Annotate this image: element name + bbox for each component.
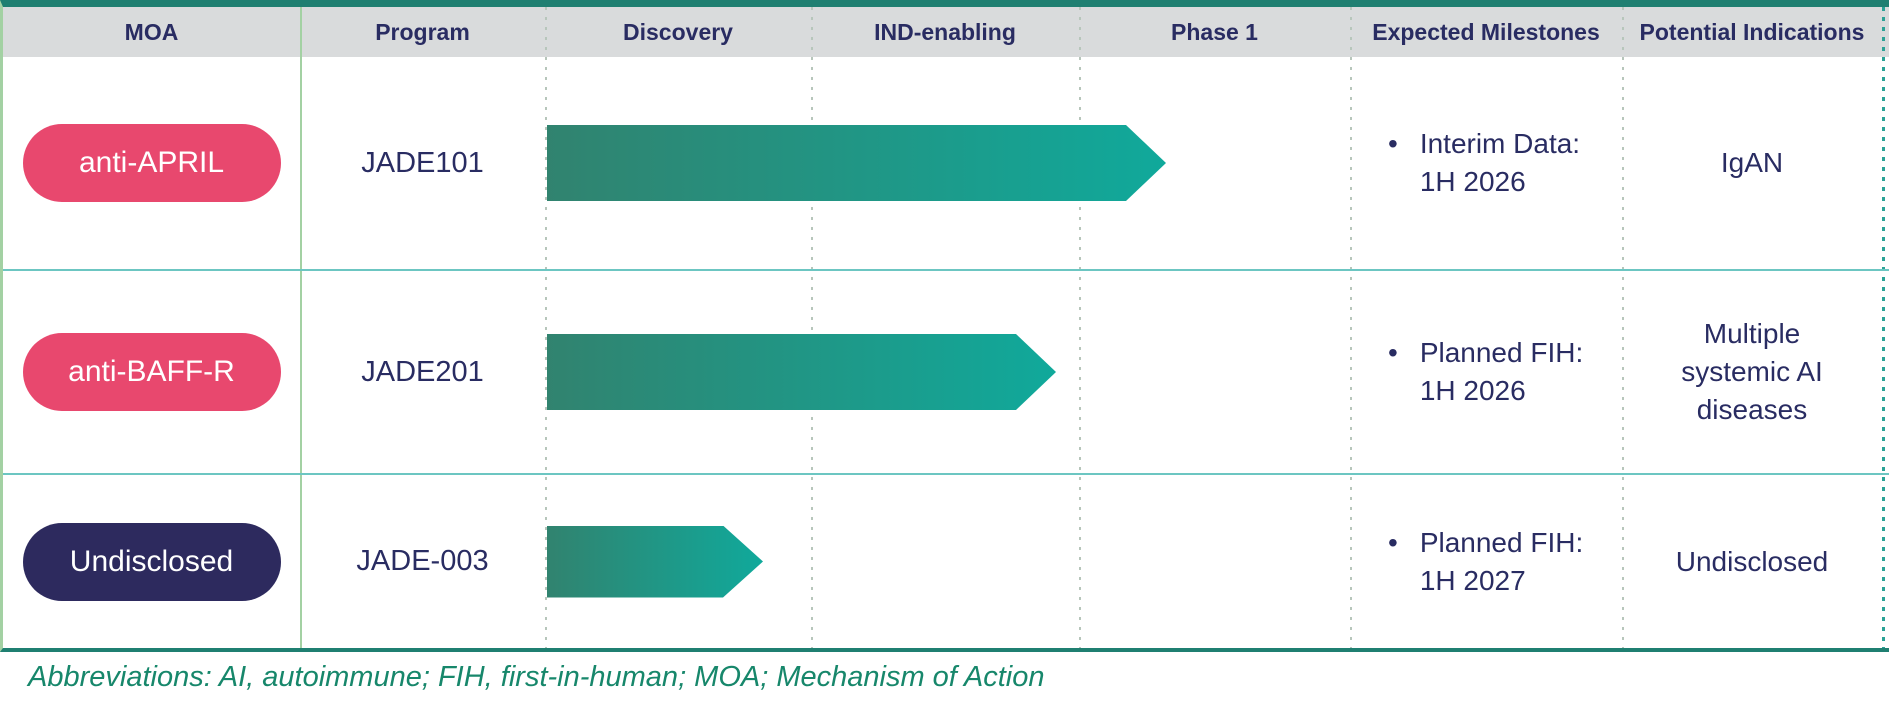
- program-name: JADE101: [361, 146, 484, 179]
- moa-pill: anti-BAFF-R: [22, 333, 281, 411]
- indication-cell: Multiple systemic AI diseases: [1622, 271, 1882, 473]
- program-cell: JADE-003: [300, 475, 545, 648]
- program-cell: JADE101: [300, 57, 545, 269]
- milestone-item: • Planned FIH: 1H 2027: [1388, 524, 1583, 600]
- indication-text: Multiple systemic AI diseases: [1681, 318, 1823, 425]
- indication-cell: Undisclosed: [1622, 475, 1882, 648]
- program-name: JADE-003: [356, 545, 489, 577]
- column-divider-dotted: [811, 7, 813, 648]
- indication-text: Undisclosed: [1675, 545, 1829, 577]
- phase-progress-arrow: [547, 125, 1166, 201]
- milestone-text: Planned FIH: 1H 2026: [1419, 337, 1584, 406]
- moa-cell: Undisclosed: [3, 475, 300, 648]
- milestone-item: • Interim Data: 1H 2026: [1388, 125, 1580, 201]
- column-divider-solid: [300, 7, 302, 648]
- column-header-expected-milestones: Expected Milestones: [1372, 18, 1600, 45]
- table-header: [3, 7, 1889, 57]
- program-row-jade201: anti-BAFF-R JADE201 • Planned FIH: 1H 20…: [3, 271, 1889, 473]
- column-header-phase-1: Phase 1: [1171, 18, 1258, 45]
- milestone-text: Interim Data: 1H 2026: [1419, 128, 1581, 197]
- phase-progress-arrow: [547, 526, 763, 598]
- column-header-program: Program: [375, 18, 470, 45]
- column-divider-dotted: [1079, 7, 1081, 648]
- column-header-potential-indications: Potential Indications: [1639, 18, 1865, 45]
- moa-cell: anti-APRIL: [3, 57, 300, 269]
- phase-progress-arrow: [547, 334, 1056, 410]
- milestone-cell: • Interim Data: 1H 2026: [1350, 57, 1622, 269]
- program-row-jade101: anti-APRIL JADE101 • Interim Data: 1H 20…: [3, 57, 1889, 269]
- abbreviations-footnote: Abbreviations: AI, autoimmune; FIH, firs…: [28, 661, 1045, 693]
- milestone-cell: • Planned FIH: 1H 2027: [1350, 475, 1622, 648]
- indication-cell: IgAN: [1622, 57, 1882, 269]
- column-divider-dotted: [1350, 7, 1352, 648]
- row-divider: [3, 473, 1889, 475]
- moa-cell: anti-BAFF-R: [3, 271, 300, 473]
- row-divider: [3, 269, 1889, 271]
- program-row-jade-003: Undisclosed JADE-003 • Planned FIH: 1H 2…: [3, 475, 1889, 648]
- column-divider-dotted: [545, 7, 547, 648]
- bullet-icon: •: [1388, 128, 1398, 160]
- column-header-ind-enabling: IND-enabling: [874, 18, 1016, 45]
- column-header-moa: MOA: [124, 18, 179, 45]
- milestone-text: Planned FIH: 1H 2027: [1419, 526, 1584, 596]
- pipeline-table: MOA Program Discovery IND-enabling Phase…: [0, 0, 1889, 652]
- table-right-edge-dotted: [1882, 7, 1885, 648]
- bullet-icon: •: [1388, 526, 1398, 558]
- indication-text: IgAN: [1720, 147, 1784, 179]
- column-divider-dotted: [1622, 7, 1624, 648]
- program-cell: JADE201: [300, 271, 545, 473]
- program-name: JADE201: [361, 355, 484, 388]
- moa-pill: Undisclosed: [22, 522, 281, 601]
- moa-pill: anti-APRIL: [22, 124, 281, 202]
- milestone-cell: • Planned FIH: 1H 2026: [1350, 271, 1622, 473]
- bullet-icon: •: [1388, 337, 1398, 369]
- milestone-item: • Planned FIH: 1H 2026: [1388, 334, 1583, 410]
- column-header-discovery: Discovery: [623, 18, 733, 45]
